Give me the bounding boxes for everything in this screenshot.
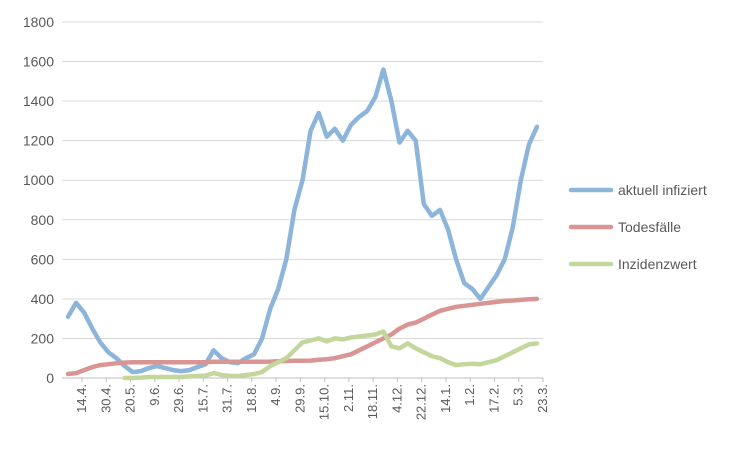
x-tick-label: 31.7.	[220, 384, 235, 413]
x-axis-ticks: 14.4. 30.4. 20.5. 9.6. 29.6. 15.7. 31.7. 18.8. 4…	[74, 378, 550, 420]
y-tick-label: 1200	[23, 133, 54, 149]
y-tick-label: 1000	[23, 172, 54, 188]
x-tick-label: 29.6.	[171, 384, 186, 413]
x-tick-label: 15.10.	[317, 384, 332, 420]
x-tick-label: 22.12.	[414, 384, 429, 420]
x-tick-label: 30.4.	[98, 384, 113, 413]
x-tick-label: 14.1.	[438, 384, 453, 413]
y-tick-label: 200	[31, 330, 55, 346]
y-axis-ticks: 0 200 400 600 800 1000 1200 1400 1600 1800	[23, 14, 54, 386]
x-tick-label: 29.9.	[292, 384, 307, 413]
y-tick-label: 0	[46, 370, 54, 386]
series-line-0	[65, 67, 540, 375]
x-tick-label: 4.12.	[389, 384, 404, 413]
y-tick-label: 1800	[23, 14, 54, 30]
y-tick-label: 1400	[23, 93, 54, 109]
series-lines	[65, 67, 540, 381]
x-tick-label: 18.11.	[365, 384, 380, 419]
x-tick-label: 17.2.	[486, 384, 501, 413]
y-tick-label: 600	[31, 251, 55, 267]
x-tick-label: 18.8.	[244, 384, 259, 413]
x-tick-label: 9.6.	[147, 384, 162, 406]
legend-label-2: Inzidenzwert	[618, 256, 697, 272]
x-tick-label: 5.3.	[511, 384, 526, 406]
x-tick-label: 15.7.	[195, 384, 210, 413]
legend: aktuell infiziert Todesfälle Inzidenzwert	[568, 182, 707, 272]
y-tick-label: 1600	[23, 54, 54, 70]
series-line-1	[65, 296, 540, 377]
y-tick-label: 400	[31, 291, 55, 307]
x-tick-label: 2.11.	[341, 384, 356, 412]
series-line-2	[122, 329, 540, 381]
x-tick-label: 4.9.	[268, 384, 283, 406]
x-tick-label: 1.2.	[462, 384, 477, 406]
x-tick-label: 23.3.	[535, 384, 550, 413]
legend-label-0: aktuell infiziert	[618, 182, 707, 198]
y-tick-label: 800	[31, 212, 55, 228]
x-tick-label: 14.4.	[74, 384, 89, 413]
x-tick-label: 20.5.	[123, 384, 138, 413]
legend-label-1: Todesfälle	[618, 219, 681, 235]
